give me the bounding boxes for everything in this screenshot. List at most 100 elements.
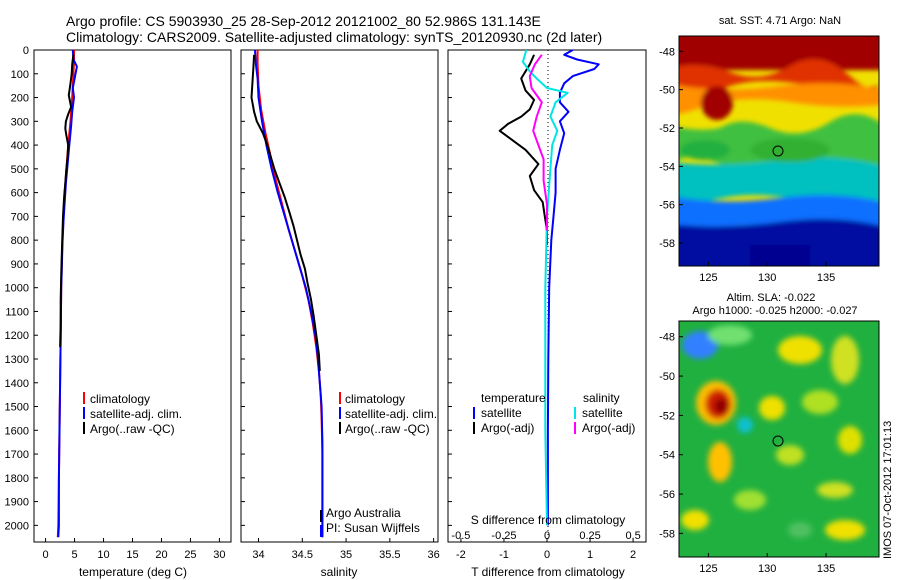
temperature-legend: climatology satellite-adj. clim. Argo(..… [83,392,182,436]
map-y-tick-label: -56 [659,489,675,501]
legend-label-temp-argo: Argo(-adj) [481,421,534,435]
x-axis-label-temperature: temperature (deg C) [79,565,187,579]
salinity-legend: climatology satellite-adj. clim. Argo(..… [320,392,437,537]
x-tick-label: 35.5 [379,549,400,561]
x-tick-label-top: -0.5 [451,530,470,542]
x-tick-label: 0 [544,549,550,561]
y-tick-label: 1800 [5,473,29,485]
y-tick-label: 600 [11,188,29,200]
series-line [59,54,75,348]
x-tick-label: 35 [340,549,352,561]
map-x-tick-label: 130 [758,563,776,575]
depth-axis: 0 100 200 300 400 500 600 700 800 900 1000 1100 1200… [5,45,452,532]
figure-title-line1: Argo profile: CS 5903930_25 28-Sep-2012 … [66,13,541,29]
legend-label-satellite: satellite-adj. clim. [90,407,182,421]
y-tick-label: 0 [23,45,29,57]
series-line [250,54,321,371]
legend-title-temperature: temperature [481,391,546,405]
salinity-panel-frame [240,49,439,543]
sla-map-title-line2: Argo h1000: -0.025 h2000: -0.027 [692,305,857,317]
y-tick-label: 1900 [5,497,29,509]
x-tick-label: 36 [427,549,439,561]
sla-map-title-line1: Altim. SLA: -0.022 [727,292,816,304]
x-tick-label: 25 [184,549,196,561]
x-tick-label: 20 [155,549,167,561]
y-tick-label: 1600 [5,425,29,437]
legend-label-sal-argo: Argo(-adj) [582,421,635,435]
timestamp-stamp: IMOS 07-Oct-2012 17:01:13 [882,421,894,559]
series-line [498,54,548,245]
series-line [521,49,569,526]
legend-label-climatology: climatology [90,392,150,406]
sla-map-frame [678,320,880,558]
sla-map-field [679,321,879,557]
series-line [528,54,548,231]
sst-map-frame [678,35,880,267]
map-y-tick-label: -50 [659,371,675,383]
map-y-tick-label: -52 [659,410,675,422]
legend-label-sal-satellite: satellite [582,406,623,420]
x-tick-label-top: 0.25 [579,530,600,542]
credit-argo-australia: Argo Australia [326,506,401,520]
x-axis-label-salinity-difference: S difference from climatology [471,513,626,527]
map-x-tick-label: 125 [699,272,717,284]
x-tick-label: 5 [71,549,77,561]
y-tick-label: 1100 [5,306,29,318]
y-tick-label: 1400 [5,378,29,390]
x-tick-label: 0 [43,549,49,561]
x-axis-label-temperature-difference: T difference from climatology [471,565,625,579]
y-tick-label: 300 [11,116,29,128]
map-x-tick-label: 125 [699,563,717,575]
map-y-tick-label: -56 [659,200,675,212]
y-tick-label: 200 [11,93,29,105]
map-y-tick-label: -54 [659,161,675,173]
x-tick-label: 34 [252,549,264,561]
y-tick-label: 2000 [5,520,29,532]
legend-label-temp-satellite: satellite [481,406,522,420]
y-tick-label: 800 [11,235,29,247]
map-y-tick-label: -50 [659,85,675,97]
series-line [546,49,600,526]
x-tick-label: 34.5 [292,549,313,561]
figure-title-line2: Climatology: CARS2009. Satellite-adjuste… [66,29,602,45]
difference-plot: -2 -1 0 1 2 -0.5 -0.25 0 0.25 0.5 [451,49,641,561]
y-tick-label: 100 [11,69,29,81]
y-tick-label: 900 [11,259,29,271]
series-line [254,49,324,538]
y-tick-label: 700 [11,211,29,223]
map-y-tick-label: -58 [659,528,675,540]
y-tick-label: 1500 [5,402,29,414]
legend-label-climatology: climatology [345,392,405,406]
x-tick-label: 15 [126,549,138,561]
legend-label-argo: Argo(..raw -QC) [90,422,175,436]
sst-map-field [679,36,879,266]
y-tick-label: 400 [11,140,29,152]
y-tick-label: 1300 [5,354,29,366]
x-tick-label-top: 0 [544,530,550,542]
map-y-tick-label: -48 [659,332,675,344]
x-tick-label: 30 [213,549,225,561]
map-x-tick-label: 135 [817,272,835,284]
legend-label-argo: Argo(..raw -QC) [345,422,430,436]
map-axes: 125 130 135 -48 -50 -52 -54 -56 -58 125 130 135 -48 -… [659,46,835,575]
sst-map-title: sat. SST: 4.71 Argo: NaN [719,15,841,27]
x-tick-label-top: 0.5 [625,530,640,542]
y-tick-label: 1700 [5,449,29,461]
y-tick-label: 1000 [5,283,29,295]
x-axis-label-salinity: salinity [321,565,358,579]
x-tick-label: -2 [456,549,466,561]
legend-label-satellite: satellite-adj. clim. [345,407,437,421]
map-y-tick-label: -52 [659,123,675,135]
x-tick-label: -1 [499,549,509,561]
profile-location-marker [772,435,784,447]
map-y-tick-label: -58 [659,238,675,250]
credit-principal-investigator: PI: Susan Wijffels [326,521,420,535]
temperature-plot: 0 5 10 15 20 25 30 [43,49,226,561]
map-x-tick-label: 135 [817,563,835,575]
profile-location-marker [772,145,784,157]
x-tick-label: 2 [630,549,636,561]
salinity-plot: 34 34.5 35 35.5 36 [250,49,440,561]
y-tick-label: 1200 [5,330,29,342]
x-tick-label: 10 [97,549,109,561]
